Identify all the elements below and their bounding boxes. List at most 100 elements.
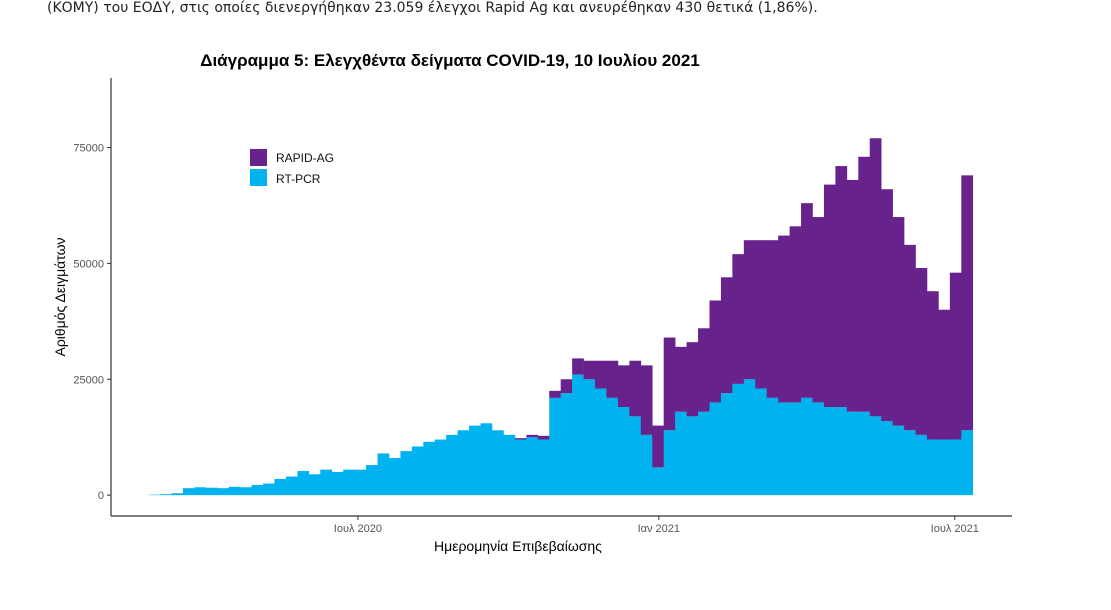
bar-rapid-ag xyxy=(858,156,871,412)
bar-rt-pcr xyxy=(217,488,230,496)
bar-rt-pcr xyxy=(675,411,687,496)
bar-rt-pcr xyxy=(858,411,871,496)
bar-rt-pcr xyxy=(686,416,699,496)
bar-rt-pcr xyxy=(938,439,951,496)
bar-rapid-ag xyxy=(549,390,561,398)
bar-rt-pcr xyxy=(503,434,516,496)
chart-title: Διάγραμμα 5: Ελεγχθέντα δείγματα COVID-1… xyxy=(200,51,700,70)
bar-rt-pcr xyxy=(823,407,836,496)
bar-rt-pcr xyxy=(263,483,275,496)
y-tick-label: 0 xyxy=(98,490,104,502)
bar-rapid-ag xyxy=(514,438,527,440)
bar-rt-pcr xyxy=(892,425,905,496)
bar-rt-pcr xyxy=(949,439,962,496)
bar-rt-pcr xyxy=(720,393,733,496)
bar-rt-pcr xyxy=(629,416,642,496)
x-axis-label: Ημερομηνία Επιβεβαίωσης xyxy=(434,538,602,554)
bar-rt-pcr xyxy=(354,469,367,496)
bar-rt-pcr xyxy=(572,374,584,496)
bar-rt-pcr xyxy=(640,434,653,496)
bar-rapid-ag xyxy=(526,434,539,438)
bar-rt-pcr xyxy=(285,476,298,496)
bar-rt-pcr xyxy=(835,407,848,496)
bar-rapid-ag xyxy=(835,166,848,408)
bar-rapid-ag xyxy=(617,365,630,408)
bar-rapid-ag xyxy=(949,272,962,440)
bar-rt-pcr xyxy=(755,388,768,496)
bar-rt-pcr xyxy=(343,469,355,496)
bar-rt-pcr xyxy=(400,451,413,496)
bar-rapid-ag xyxy=(595,360,607,389)
bar-rapid-ag xyxy=(881,189,893,421)
bars-group xyxy=(148,138,974,496)
x-tick-label: Ιαν 2021 xyxy=(638,523,680,535)
bar-rt-pcr xyxy=(698,411,710,496)
document-text-line: (ΚΟΜΥ) του ΕΟΔΥ, στις οποίες διενεργήθηκ… xyxy=(47,0,818,16)
bar-rt-pcr xyxy=(732,383,745,496)
legend-swatch-rt-pcr xyxy=(250,169,267,186)
x-ticks: Ιουλ 2020 Ιαν 2021 Ιουλ 2021 xyxy=(334,516,979,535)
x-tick-label: Ιουλ 2020 xyxy=(334,523,382,535)
bar-rt-pcr xyxy=(411,446,424,496)
bar-rapid-ag xyxy=(778,235,790,403)
bar-rapid-ag xyxy=(892,217,905,426)
bar-rt-pcr xyxy=(583,379,596,496)
bar-rt-pcr xyxy=(194,487,207,496)
y-ticks: 0 25000 50000 75000 xyxy=(73,143,111,502)
bar-rt-pcr xyxy=(469,425,481,496)
bar-rapid-ag xyxy=(766,240,779,398)
bar-rapid-ag xyxy=(583,360,596,380)
bar-rapid-ag xyxy=(640,365,653,435)
bar-rt-pcr xyxy=(377,453,390,496)
bar-rapid-ag xyxy=(789,226,802,403)
bar-rt-pcr xyxy=(801,397,813,496)
bar-rt-pcr xyxy=(308,474,321,496)
bar-rt-pcr xyxy=(182,488,195,496)
bar-rt-pcr xyxy=(881,420,893,496)
bar-rt-pcr xyxy=(549,397,561,496)
bar-rt-pcr xyxy=(160,494,172,496)
bar-rt-pcr xyxy=(846,411,859,496)
bar-rapid-ag xyxy=(938,309,951,440)
bar-rapid-ag xyxy=(812,217,825,403)
bar-rt-pcr xyxy=(205,487,218,496)
bar-rt-pcr xyxy=(915,434,928,496)
bar-rt-pcr xyxy=(652,467,665,496)
bar-rapid-ag xyxy=(606,360,619,398)
bar-rapid-ag xyxy=(629,360,642,417)
bar-rt-pcr xyxy=(457,430,470,496)
y-tick-label: 25000 xyxy=(73,374,104,386)
bar-rapid-ag xyxy=(663,337,676,431)
bar-rapid-ag xyxy=(709,300,722,403)
x-tick-label: Ιουλ 2021 xyxy=(931,523,979,535)
bar-rapid-ag xyxy=(961,175,974,431)
bar-rt-pcr xyxy=(595,388,607,496)
bar-rt-pcr xyxy=(251,484,264,496)
bar-rt-pcr xyxy=(961,430,974,496)
bar-rt-pcr xyxy=(446,434,458,496)
bar-rt-pcr xyxy=(492,430,504,496)
bar-rapid-ag xyxy=(915,268,928,435)
bar-rt-pcr xyxy=(274,478,287,496)
bar-rt-pcr xyxy=(297,471,310,496)
y-tick-label: 75000 xyxy=(73,143,104,155)
bar-rt-pcr xyxy=(606,397,619,496)
bar-rapid-ag xyxy=(869,138,882,417)
bar-rapid-ag xyxy=(720,277,733,394)
bar-rapid-ag xyxy=(675,346,687,412)
bar-rt-pcr xyxy=(812,402,825,496)
legend-label-rt-pcr: RT-PCR xyxy=(276,172,321,186)
bar-rt-pcr xyxy=(904,430,916,496)
bar-rapid-ag xyxy=(846,179,859,412)
bar-rt-pcr xyxy=(789,402,802,496)
bar-rt-pcr xyxy=(228,486,241,496)
bar-rt-pcr xyxy=(526,437,539,496)
bar-rapid-ag xyxy=(904,244,916,431)
bar-rapid-ag xyxy=(572,358,584,375)
bar-rt-pcr xyxy=(560,393,573,496)
y-tick-label: 50000 xyxy=(73,258,104,270)
bar-rt-pcr xyxy=(388,458,401,496)
bar-rt-pcr xyxy=(869,416,882,496)
bar-rapid-ag xyxy=(652,425,665,468)
